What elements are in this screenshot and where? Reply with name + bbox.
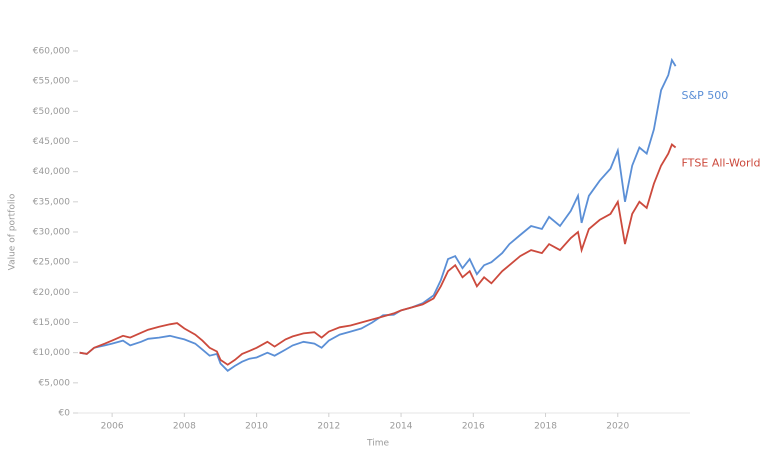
y-tick-label: €15,000 [33,318,70,328]
y-tick-label: €60,000 [33,47,70,57]
x-tick-label: 2010 [245,422,268,432]
legend-label: FTSE All-World [682,157,761,170]
y-tick-label: €25,000 [33,258,70,268]
x-tick-label: 2020 [606,422,629,432]
y-tick-label: €20,000 [33,288,70,298]
y-tick-label: €10,000 [33,348,70,358]
x-tick-label: 2006 [101,422,124,432]
y-tick-label: €0 [59,409,71,419]
y-tick-label: €45,000 [33,137,70,147]
y-tick-label: €55,000 [33,77,70,87]
x-tick-label: 2008 [173,422,196,432]
x-tick-label: 2014 [390,422,413,432]
y-tick-label: €35,000 [33,197,70,207]
x-tick-label: 2018 [534,422,557,432]
y-tick-label: €50,000 [33,107,70,117]
y-tick-label: €5,000 [39,378,71,388]
y-tick-label: €30,000 [33,228,70,238]
x-tick-label: 2016 [462,422,485,432]
y-axis-label: Value of portfolio [8,193,18,270]
x-axis-label: Time [366,439,389,449]
series-line [79,143,677,366]
y-tick-label: €40,000 [33,167,70,177]
x-tick-label: 2012 [317,422,340,432]
legend-label: S&P 500 [682,89,729,102]
